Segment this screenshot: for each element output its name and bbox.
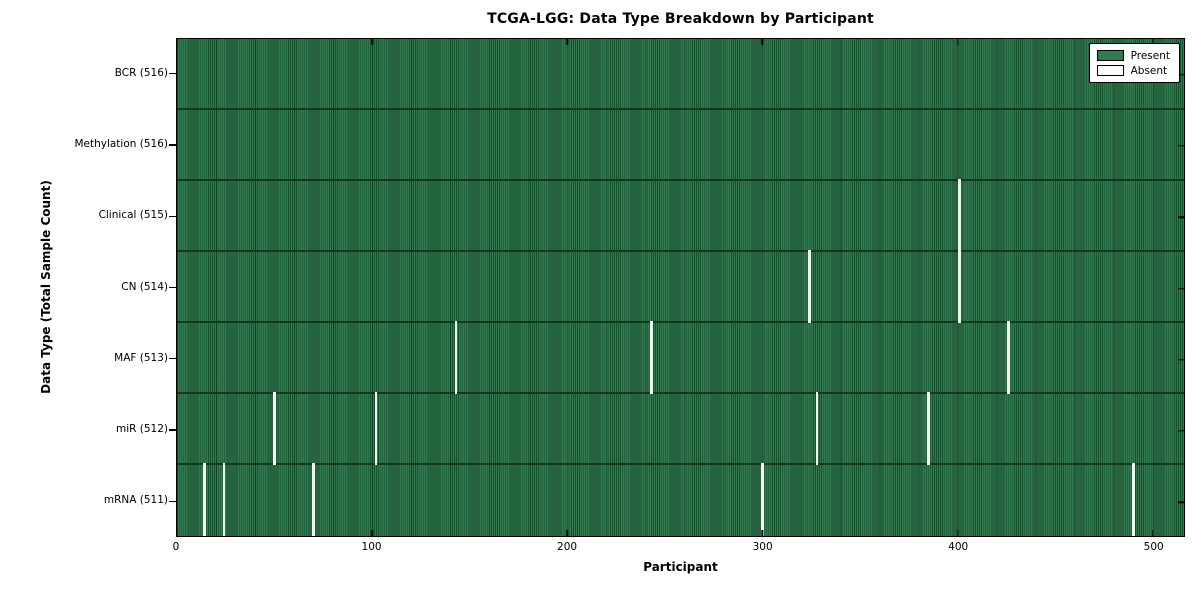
absent-marker-mir-385 — [927, 392, 930, 465]
y-tick-label-mir: miR (512) — [115, 423, 168, 436]
chart-title: TCGA-LGG: Data Type Breakdown by Partici… — [487, 11, 874, 27]
legend-label: Absent — [1130, 64, 1168, 77]
y-tick-mark-left — [169, 286, 176, 289]
heatmap-row-methylation — [177, 110, 1184, 181]
heatmap-row-clinical — [177, 179, 1184, 252]
heatmap-row-mir — [177, 392, 1184, 465]
x-tick-mark-top — [761, 39, 764, 45]
absent-marker-cn-324 — [808, 250, 811, 323]
x-tick-labels: 0 100 200 300 400 500 — [172, 541, 1185, 557]
x-tick-label-300: 300 — [752, 541, 773, 553]
absent-marker-mir-328 — [815, 392, 819, 465]
legend-swatch-absent — [1096, 65, 1124, 76]
plot-area: Present Absent — [176, 38, 1185, 537]
y-tick-label-clinical: Clinical (515) — [98, 209, 168, 222]
x-tick-mark-top — [371, 39, 373, 45]
absent-marker-maf-143 — [454, 321, 458, 394]
x-tick-mark-bottom — [1152, 530, 1154, 536]
absent-marker-mrna-300 — [761, 463, 764, 536]
y-tick-mark-right — [1178, 430, 1184, 432]
y-tick-mark-left — [169, 72, 176, 75]
x-tick-label-400: 400 — [948, 541, 969, 553]
y-tick-mark-left — [169, 358, 176, 360]
y-tick-label-mrna: mRNA (511) — [103, 494, 168, 507]
y-tick-mark-right — [1178, 216, 1184, 218]
absent-marker-mrna-14 — [203, 463, 206, 536]
y-tick-mark-left — [169, 500, 176, 503]
y-tick-mark-right — [1178, 287, 1184, 290]
x-tick-label-500: 500 — [1143, 541, 1164, 553]
x-tick-mark-top — [566, 39, 568, 45]
absent-marker-mrna-490 — [1131, 463, 1135, 536]
absent-marker-maf-426 — [1007, 321, 1010, 394]
y-tick-mark-right — [1178, 359, 1184, 361]
absent-marker-cn-401 — [958, 250, 961, 323]
x-tick-label-100: 100 — [361, 541, 382, 553]
heatmap-row-cn — [177, 250, 1184, 323]
x-tick-label-0: 0 — [172, 541, 180, 553]
x-tick-mark-bottom — [566, 530, 568, 536]
x-axis-label: Participant — [643, 560, 718, 574]
heatmap-rows — [177, 39, 1184, 536]
x-tick-mark-bottom — [761, 530, 764, 536]
legend-entry-present: Present — [1096, 48, 1170, 63]
y-tick-label-maf: MAF (513) — [114, 351, 168, 364]
y-tick-mark-right — [1178, 73, 1184, 76]
absent-marker-mrna-24 — [222, 463, 226, 536]
legend-swatch-present — [1096, 50, 1124, 61]
x-tick-mark-bottom — [371, 530, 373, 536]
legend-entry-absent: Absent — [1096, 63, 1170, 78]
y-tick-mark-right — [1178, 501, 1184, 504]
legend-label: Present — [1130, 49, 1170, 62]
heatmap-row-mrna — [177, 463, 1184, 536]
heatmap-row-maf — [177, 321, 1184, 394]
x-tick-mark-top — [1152, 39, 1154, 45]
x-tick-mark-top — [177, 39, 178, 45]
x-tick-mark-bottom — [177, 530, 178, 536]
y-tick-label-bcr: BCR (516) — [114, 66, 168, 79]
absent-marker-mir-50 — [273, 392, 276, 465]
absent-marker-maf-243 — [649, 321, 653, 394]
x-tick-mark-bottom — [956, 530, 959, 536]
absent-marker-clinical-401 — [958, 179, 961, 252]
x-tick-label-200: 200 — [557, 541, 578, 553]
y-tick-mark-right — [1178, 145, 1184, 147]
legend: Present Absent — [1088, 43, 1180, 83]
heatmap-row-bcr — [177, 39, 1184, 110]
y-tick-mark-left — [169, 215, 176, 217]
y-tick-label-cn: CN (514) — [121, 280, 168, 293]
y-tick-label-methylation: Methylation (516) — [74, 137, 168, 150]
x-tick-mark-top — [956, 39, 959, 45]
absent-marker-mir-102 — [374, 392, 378, 465]
y-tick-mark-left — [169, 144, 176, 146]
absent-marker-mrna-70 — [312, 463, 315, 536]
y-tick-mark-left — [169, 429, 176, 431]
y-tick-labels: BCR (516) Methylation (516) Clinical (515)… — [0, 38, 168, 537]
